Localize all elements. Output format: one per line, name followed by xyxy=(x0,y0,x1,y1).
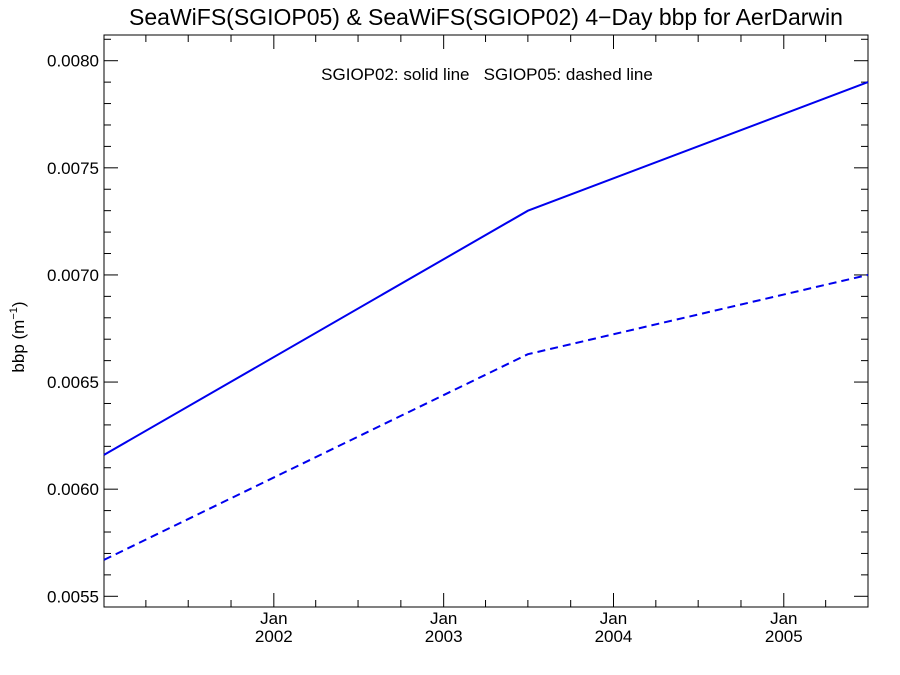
y-tick-label: 0.0080 xyxy=(47,52,99,71)
x-tick-label-month: Jan xyxy=(600,609,627,628)
x-tick-label-year: 2004 xyxy=(595,627,633,646)
x-tick-label-month: Jan xyxy=(770,609,797,628)
x-tick-label-year: 2002 xyxy=(255,627,293,646)
y-tick-label: 0.0070 xyxy=(47,266,99,285)
y-tick-label: 0.0065 xyxy=(47,373,99,392)
y-axis-label-superscript: −1 xyxy=(8,307,20,320)
chart-title: SeaWiFS(SGIOP05) & SeaWiFS(SGIOP02) 4−Da… xyxy=(129,4,843,30)
legend-annotation: SGIOP02: solid line SGIOP05: dashed line xyxy=(321,65,653,84)
y-tick-label: 0.0055 xyxy=(47,587,99,606)
svg-text:bbp (m−1): bbp (m−1) xyxy=(8,301,28,372)
y-axis-label: bbp (m−1) xyxy=(8,301,28,372)
y-tick-label: 0.0060 xyxy=(47,480,99,499)
series-line-sgiop05 xyxy=(103,273,869,561)
y-axis-label-close: ) xyxy=(9,301,28,307)
x-tick-label-month: Jan xyxy=(260,609,287,628)
x-tick-label-year: 2003 xyxy=(425,627,463,646)
x-tick-label-year: 2005 xyxy=(765,627,803,646)
series-line-sgiop02 xyxy=(103,81,869,456)
y-axis-label-text: bbp (m xyxy=(9,320,28,373)
y-tick-label: 0.0075 xyxy=(47,159,99,178)
x-tick-label-month: Jan xyxy=(430,609,457,628)
plot-frame xyxy=(103,34,869,608)
